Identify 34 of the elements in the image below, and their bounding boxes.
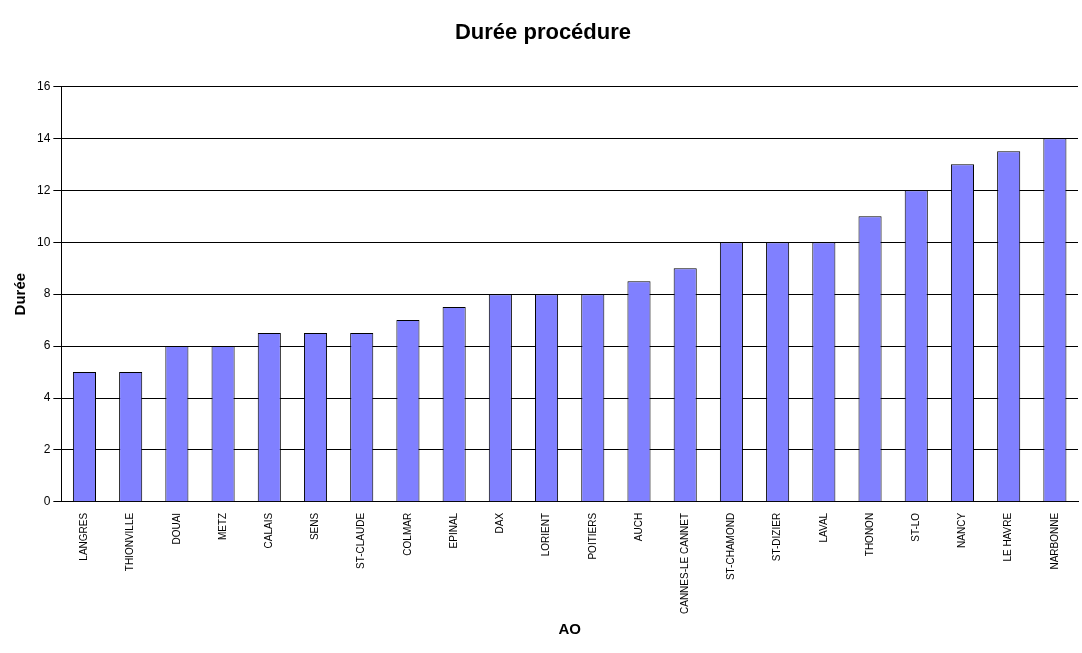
x-tick-label: LORIENT (540, 512, 552, 557)
x-tick-label: SENS (309, 512, 321, 541)
x-tick-label: DOUAI (170, 512, 182, 545)
y-tick-label: 2 (43, 442, 51, 457)
x-tick-label: CALAIS (263, 512, 275, 549)
chart-title: Durée procédure (454, 19, 632, 45)
x-tick-label: AUCH (632, 512, 644, 542)
y-axis-title: Durée (11, 272, 29, 316)
x-tick-label: THIONVILLE (124, 512, 136, 572)
y-tick-label: 10 (36, 234, 51, 249)
x-tick-label: LE HAVRE (1002, 512, 1014, 562)
x-tick-label: EPINAL (447, 512, 459, 549)
x-tick-label: ST-CLAUDE (355, 512, 367, 569)
x-tick-label: CANNES-LE CANNET (678, 512, 690, 615)
x-tick-label: ST-DIZIER (771, 512, 783, 562)
x-tick-label: DAX (494, 512, 506, 534)
x-tick-label: NARBONNE (1048, 512, 1060, 570)
x-tick-label: ST-CHAMOND (725, 512, 737, 581)
y-tick-label: 12 (36, 182, 51, 197)
x-tick-label: NANCY (956, 512, 968, 548)
x-tick-label: LAVAL (817, 512, 829, 543)
y-tick-label: 4 (43, 390, 51, 405)
y-tick-label: 6 (43, 338, 51, 353)
x-tick-label: METZ (216, 512, 228, 541)
x-axis-title: AO (558, 620, 582, 638)
x-tick-label: COLMAR (401, 512, 413, 556)
y-tick-label: 0 (43, 494, 51, 509)
x-tick-label: THONON (863, 512, 875, 557)
y-tick-label: 14 (36, 130, 51, 145)
x-tick-label: LANGRES (78, 512, 90, 561)
y-tick-label: 16 (36, 78, 51, 93)
x-tick-label: POITIERS (586, 512, 598, 560)
y-tick-label: 8 (43, 286, 51, 301)
x-tick-label: ST-LO (910, 512, 922, 542)
